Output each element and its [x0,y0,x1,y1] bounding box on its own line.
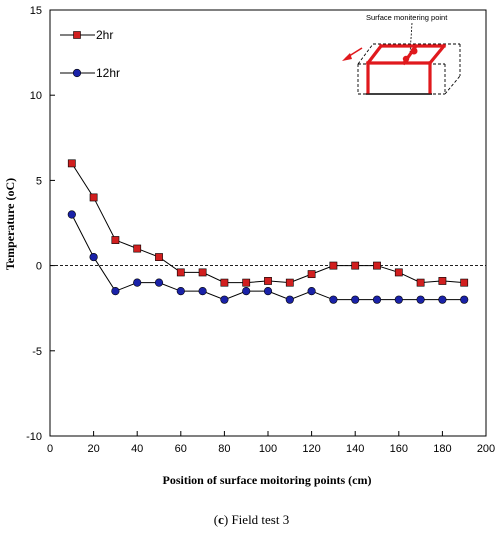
series-line-2hr [71,163,465,284]
data-point-12hr [394,295,403,304]
axis-ticks: 0 20 40 60 80 100 120 140 160 180 200 -10 -5 0 5 10 15 [26,5,495,455]
legend-label-2hr: 2hr [96,28,113,42]
data-point-2hr [329,261,338,270]
monitoring-point-dot [402,55,410,63]
inset-surface [365,43,447,94]
inset-label: Surface monitering point [366,13,448,22]
x-axis-label: Position of surface moitoring points (cm… [163,473,372,487]
data-point-2hr [220,278,229,287]
data-point-12hr [154,278,164,287]
x-tick-label: 20 [87,443,99,455]
data-point-12hr [372,295,382,304]
series-12hr [67,210,469,304]
x-tick-label: 100 [259,443,277,455]
data-point-2hr [307,270,316,279]
x-tick-label: 40 [131,443,143,455]
data-point-12hr [438,295,447,304]
data-point-12hr [133,278,142,287]
data-point-2hr [89,193,98,202]
data-point-2hr [373,261,381,270]
y-tick-label: 15 [30,5,42,17]
data-point-12hr [242,287,251,296]
y-tick-label: -5 [32,346,42,358]
figure-caption: (c) Field test 3 [213,512,290,527]
data-point-2hr [242,278,251,287]
x-tick-label: 80 [218,443,230,455]
inset-box [357,43,461,95]
y-tick-label: -10 [26,431,42,443]
x-tick-label: 180 [433,443,451,455]
data-point-2hr [438,277,447,285]
data-point-12hr [416,295,425,304]
data-point-12hr [307,287,316,296]
y-tick-label: 5 [36,175,42,187]
data-point-2hr [155,253,163,261]
chart-area: 0 20 40 60 80 100 120 140 160 180 200 -10 -5 0 5 10 15 P… [3,5,495,487]
data-point-12hr [329,295,338,304]
data-point-2hr [111,236,120,244]
monitoring-point-dot [410,47,418,55]
data-point-2hr [67,159,76,168]
data-point-2hr [264,277,272,285]
data-point-12hr [285,295,294,304]
x-tick-label: 120 [302,443,320,455]
series-2hr [67,159,469,287]
y-tick-label: 10 [30,90,42,102]
x-tick-label: 200 [477,443,495,455]
data-point-12hr [460,295,469,304]
legend-label-12hr: 12hr [96,66,120,80]
x-tick-label: 140 [346,443,364,455]
x-tick-label: 60 [175,443,187,455]
data-point-12hr [176,287,185,296]
data-point-12hr [89,252,98,262]
data-point-12hr [351,295,360,304]
data-point-12hr [220,295,229,304]
data-point-2hr [198,268,207,277]
data-point-12hr [263,287,273,296]
data-point-2hr [351,261,360,270]
data-point-2hr [394,268,403,277]
data-point-12hr [111,287,120,296]
inset-diagram: Surface monitering point [342,13,461,95]
x-tick-label: 0 [47,443,53,455]
data-point-12hr [198,287,207,296]
data-series [67,159,469,304]
data-point-12hr [67,210,76,219]
data-point-2hr [416,278,425,287]
data-point-2hr [285,278,294,287]
legend-marker-12hr [72,68,82,78]
inset-pointer [409,22,413,55]
y-tick-label: 0 [36,261,42,273]
data-point-2hr [176,268,185,277]
series-line-12hr [71,214,465,301]
legend: 2hr 12hr [60,28,120,80]
x-tick-label: 160 [390,443,408,455]
inset-arrowhead-icon [342,53,352,61]
data-point-2hr [460,278,469,287]
data-point-2hr [133,244,142,253]
legend-marker-2hr [73,31,81,39]
caption-letter: c [218,512,224,527]
y-axis-label: Temperature (oC) [3,178,17,270]
